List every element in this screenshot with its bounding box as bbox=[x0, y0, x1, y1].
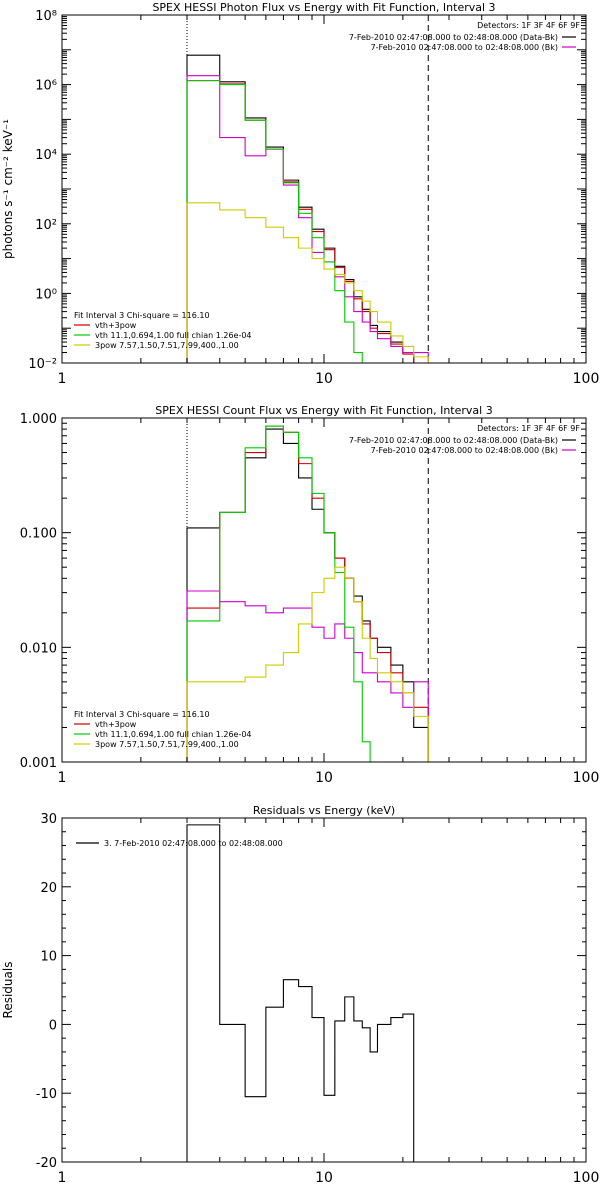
x-axis: 1 10 100 bbox=[58, 818, 600, 1186]
plot-area bbox=[186, 824, 415, 1162]
y-tick-label: 10² bbox=[35, 218, 57, 233]
legend-entry-label: 3pow 7.57,1.50,7.51,7.99,400.,1.00 bbox=[95, 341, 239, 350]
x-axis: 1 10 100 bbox=[58, 418, 600, 786]
y-axis-label: photons s⁻¹ cm⁻² keV⁻¹ bbox=[1, 119, 15, 259]
y-tick-label: 0 bbox=[49, 1018, 57, 1033]
y-tick-label: 10⁻² bbox=[28, 357, 57, 372]
legend-entry-label: 7-Feb-2010 02:47:08.000 to 02:48:08.000 … bbox=[371, 43, 558, 52]
x-tick-label: 1 bbox=[58, 371, 67, 387]
y-tick-label: 10⁴ bbox=[35, 148, 57, 163]
chart-panel-2: SPEX HESSI Count Flux vs Energy with Fit… bbox=[20, 404, 600, 786]
y-tick-label: -10 bbox=[36, 1087, 57, 1102]
legend-entry-label: 7-Feb-2010 02:47:08.000 to 02:48:08.000 … bbox=[371, 446, 558, 455]
y-tick-label: 0.100 bbox=[20, 527, 57, 542]
series-line-3 bbox=[186, 590, 429, 762]
y-axis: 10⁻² 10⁰ 10² 10⁴ 10⁶ 10⁸ bbox=[28, 9, 586, 372]
legend-entry-label: vth+3pow bbox=[95, 321, 137, 330]
y-tick-label: 10⁰ bbox=[35, 287, 57, 302]
x-tick-label: 10 bbox=[315, 770, 333, 786]
x-tick-label: 10 bbox=[315, 1170, 333, 1186]
y-tick-label: 10⁶ bbox=[35, 79, 57, 94]
chart-title: Residuals vs Energy (keV) bbox=[253, 804, 395, 817]
y-axis: 0.001 0.010 0.100 1.000 bbox=[20, 412, 586, 771]
legend-entry-label: 7-Feb-2010 02:47:08.000 to 02:48:08.000 … bbox=[349, 33, 558, 42]
y-tick-label: 1.000 bbox=[20, 412, 57, 427]
x-tick-label: 1 bbox=[58, 1170, 67, 1186]
legend-bottom: Fit Interval 3 Chi-square = 116.10vth+3p… bbox=[74, 710, 252, 749]
series-line-1 bbox=[186, 428, 429, 762]
legend-entry-label: 7-Feb-2010 02:47:08.000 to 02:48:08.000 … bbox=[349, 436, 558, 445]
plot-area bbox=[186, 15, 429, 363]
plot-area bbox=[186, 418, 429, 762]
x-tick-label: 1 bbox=[58, 770, 67, 786]
y-tick-label: 0.010 bbox=[20, 641, 57, 656]
x-tick-label: 100 bbox=[573, 371, 600, 387]
legend-entry-label: vth+3pow bbox=[95, 720, 137, 729]
x-axis: 1 10 100 bbox=[58, 15, 600, 387]
y-tick-label: -20 bbox=[36, 1156, 57, 1171]
series-line-5 bbox=[186, 566, 429, 762]
y-tick-label: 10 bbox=[40, 950, 57, 965]
x-tick-label: 100 bbox=[573, 1170, 600, 1186]
legend-header: Detectors: 1F 3F 4F 6F 9F bbox=[477, 21, 580, 30]
x-tick-label: 100 bbox=[573, 770, 600, 786]
series-line-2 bbox=[186, 80, 429, 363]
x-tick-label: 10 bbox=[315, 371, 333, 387]
legend-bottom: Fit Interval 3 Chi-square = 116.10vth+3p… bbox=[74, 311, 252, 350]
y-axis-label: Residuals bbox=[1, 962, 15, 1019]
legend-top: Detectors: 1F 3F 4F 6F 9F 7-Feb-2010 02:4… bbox=[349, 21, 581, 52]
plot-frame bbox=[61, 817, 587, 1163]
legend-entry-label: 3. 7-Feb-2010 02:47:08.000 to 02:48:08.0… bbox=[104, 839, 283, 848]
chart-title: SPEX HESSI Photon Flux vs Energy with Fi… bbox=[152, 1, 495, 14]
series-line-3 bbox=[186, 75, 429, 363]
chart-panel-3: Residuals vs Energy (keV) 1 10 100 -20 -10 0 10… bbox=[1, 804, 599, 1186]
legend-entry-label: vth 11.1,0.694,1.00 full chian 1.26e-04 bbox=[95, 730, 252, 739]
y-tick-label: 20 bbox=[40, 881, 57, 896]
legend-header: Fit Interval 3 Chi-square = 116.10 bbox=[74, 710, 210, 719]
series-line-4 bbox=[186, 425, 378, 762]
series-line-1 bbox=[186, 824, 415, 1162]
y-tick-label: 0.001 bbox=[20, 756, 57, 771]
legend-header: Detectors: 1F 3F 4F 6F 9F bbox=[477, 424, 580, 433]
legend-entry-label: 3pow 7.57,1.50,7.51,7.99,400.,1.00 bbox=[95, 740, 239, 749]
legend-entry-label: vth 11.1,0.694,1.00 full chian 1.26e-04 bbox=[95, 331, 252, 340]
chart-title: SPEX HESSI Count Flux vs Energy with Fit… bbox=[155, 404, 492, 417]
legend-top: Detectors: 1F 3F 4F 6F 9F 7-Feb-2010 02:4… bbox=[349, 424, 581, 455]
series-line-4 bbox=[186, 80, 371, 363]
y-axis: -20 -10 0 10 20 30 bbox=[36, 812, 586, 1171]
y-tick-label: 30 bbox=[40, 812, 57, 827]
y-tick-label: 10⁸ bbox=[35, 9, 57, 24]
chart-panel-1: SPEX HESSI Photon Flux vs Energy with Fi… bbox=[1, 1, 599, 387]
legend: 3. 7-Feb-2010 02:47:08.000 to 02:48:08.0… bbox=[76, 839, 283, 848]
legend-header: Fit Interval 3 Chi-square = 116.10 bbox=[74, 311, 210, 320]
series-line-2 bbox=[186, 425, 429, 762]
series-line-5 bbox=[186, 202, 429, 363]
